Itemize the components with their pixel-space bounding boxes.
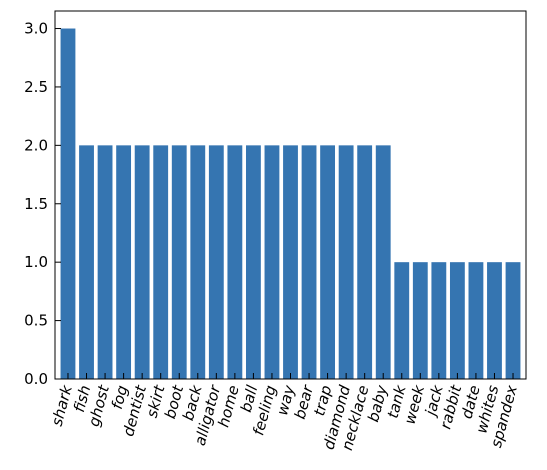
y-axis-ticks: 0.0 0.5 1.0 1.5 2.0 2.5 3.0 [24, 20, 61, 388]
bar-ghost [97, 145, 113, 379]
bar-date [468, 262, 484, 379]
bar-way [283, 145, 298, 379]
y-tick-label: 1.0 [24, 253, 48, 271]
bar-baby [375, 145, 391, 379]
bar-diamond [338, 145, 354, 379]
y-tick-label: 0.0 [24, 370, 48, 388]
y-tick-label: 1.5 [24, 195, 48, 213]
bar-alligator [208, 145, 224, 379]
x-axis-ticks: sharkfishghostfogdentistskirtbootbackall… [48, 373, 521, 452]
bar-trap [320, 145, 336, 379]
bar-shark [60, 28, 76, 380]
bar-necklace [357, 145, 373, 379]
bar-whites [487, 262, 502, 379]
bars-group [60, 28, 521, 380]
bar-boot [171, 145, 187, 379]
bar-week [412, 262, 428, 379]
bar-spandex [505, 262, 521, 379]
bar-fog [116, 145, 132, 379]
bar-ball [245, 145, 261, 379]
y-tick-label: 2.5 [24, 78, 48, 96]
bar-home [227, 145, 243, 379]
bar-back [190, 145, 206, 379]
y-tick-label: 2.0 [24, 136, 48, 154]
y-tick-label: 0.5 [24, 312, 48, 330]
bar-dentist [134, 145, 150, 379]
bar-rabbit [449, 262, 465, 379]
bar-feeling [264, 145, 280, 379]
y-tick-label: 3.0 [24, 20, 48, 38]
bar-skirt [153, 145, 169, 379]
x-tick-label-fog: fog [108, 383, 132, 411]
bar-tank [394, 262, 410, 379]
bar-bear [301, 145, 317, 379]
bar-jack [431, 262, 447, 379]
bar-fish [79, 145, 94, 379]
plot-frame [54, 10, 527, 380]
